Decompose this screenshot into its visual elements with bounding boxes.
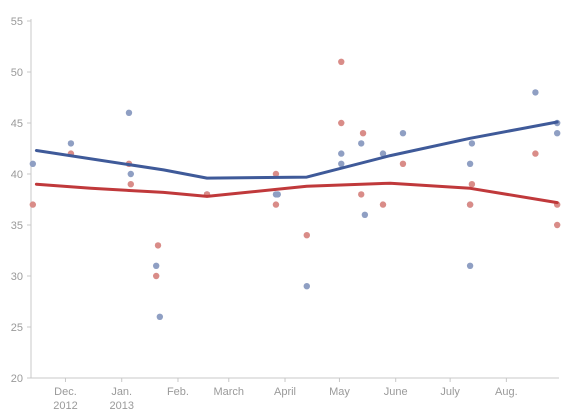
data-point [152, 262, 160, 269]
data-point [379, 150, 387, 157]
data-point [466, 262, 474, 269]
data-point [553, 221, 561, 229]
x-tick-label: March [213, 386, 244, 398]
data-point [361, 211, 369, 218]
data-point [532, 150, 539, 157]
x-tick-label: Aug. [495, 386, 518, 398]
data-point [359, 130, 367, 137]
data-point [358, 191, 365, 198]
y-tick-label: 55 [11, 16, 23, 28]
trend-line [34, 120, 559, 180]
data-point [399, 160, 407, 167]
data-point [127, 170, 134, 178]
data-point [272, 170, 280, 178]
x-tick-sublabel: 2013 [109, 400, 133, 412]
data-point [338, 160, 345, 167]
x-tick-label: May [329, 386, 350, 398]
data-point [272, 201, 280, 208]
data-point [466, 201, 474, 208]
data-point [29, 201, 37, 208]
data-point [303, 232, 310, 239]
data-point [468, 140, 476, 147]
data-point [156, 313, 164, 320]
data-point [67, 140, 75, 147]
data-point [303, 283, 310, 290]
axes: 20 25 30 35 40 45 50 55 Dec. 2012 Jan. 2013 Feb. Marc… [11, 16, 559, 412]
data-point [152, 272, 160, 280]
x-tick-label: Jan. [111, 386, 132, 398]
data-point [274, 191, 281, 198]
data-point [532, 89, 539, 96]
data-point [399, 130, 407, 137]
y-tick-label: 50 [11, 67, 23, 79]
x-tick-label: Feb. [167, 386, 189, 398]
data-point [338, 119, 345, 127]
data-point [338, 58, 345, 65]
trend-lines [34, 120, 559, 205]
y-tick-label: 45 [11, 118, 23, 130]
data-point [127, 181, 134, 188]
data-point [466, 160, 474, 167]
trend-line [34, 181, 559, 205]
data-point [338, 150, 345, 157]
y-tick-label: 20 [11, 373, 23, 385]
data-point [553, 130, 561, 137]
y-tick-label: 40 [11, 169, 23, 181]
data-point [358, 140, 365, 147]
x-tick-label: April [274, 386, 296, 398]
x-tick-label: July [440, 386, 460, 398]
data-point [154, 242, 162, 249]
y-tick-label: 35 [11, 220, 23, 232]
y-tick-label: 25 [11, 322, 23, 334]
x-tick-label: Dec. [54, 386, 77, 398]
data-point [379, 201, 387, 208]
x-tick-label: June [384, 386, 408, 398]
data-point [29, 160, 37, 167]
x-tick-sublabel: 2012 [53, 400, 77, 412]
data-point [468, 181, 476, 188]
data-point [125, 109, 133, 117]
y-tick-label: 30 [11, 271, 23, 283]
